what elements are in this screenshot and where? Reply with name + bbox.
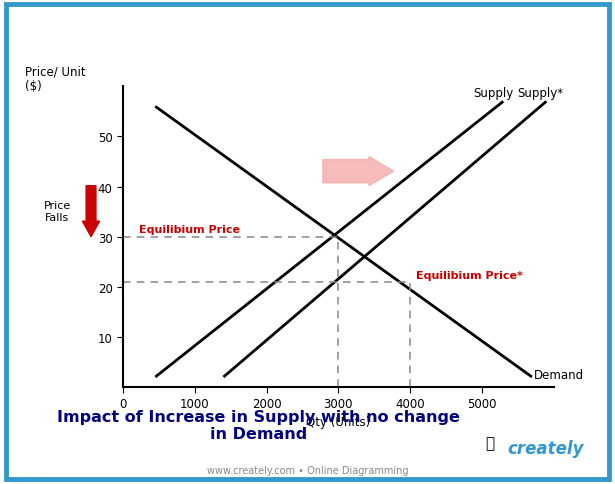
Text: Price/ Unit
($): Price/ Unit ($)	[25, 65, 85, 93]
Text: creately: creately	[507, 439, 584, 457]
Text: Supply*: Supply*	[518, 87, 564, 100]
Text: www.creately.com • Online Diagramming: www.creately.com • Online Diagramming	[207, 465, 408, 475]
Text: Impact of Increase in Supply with no change
in Demand: Impact of Increase in Supply with no cha…	[57, 409, 460, 441]
FancyArrow shape	[323, 157, 394, 186]
FancyArrow shape	[82, 186, 100, 237]
Text: Equilibium Price*: Equilibium Price*	[416, 270, 523, 280]
Text: Demand: Demand	[533, 368, 584, 381]
Text: 💡: 💡	[485, 436, 494, 450]
X-axis label: Qty (Units): Qty (Units)	[306, 415, 370, 428]
Text: Price
Falls: Price Falls	[44, 201, 71, 222]
Text: Equilibium Price: Equilibium Price	[139, 224, 240, 234]
Text: Supply: Supply	[473, 87, 514, 100]
